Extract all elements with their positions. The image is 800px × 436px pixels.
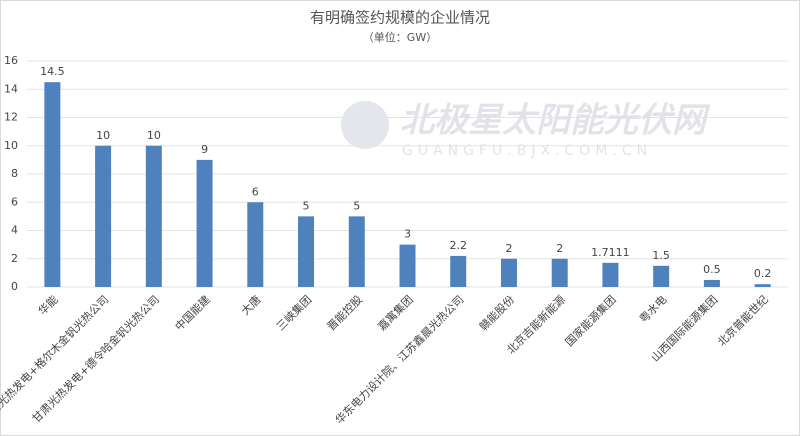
y-tick-label: 4 — [11, 224, 18, 237]
chart-title: 有明确签约规模的企业情况 — [310, 9, 490, 27]
bar — [145, 145, 162, 287]
y-tick-label: 0 — [11, 280, 18, 293]
bar — [653, 265, 670, 287]
data-label: 2.2 — [449, 239, 467, 252]
chart-subtitle: （单位：GW） — [363, 30, 437, 44]
data-label: 2 — [505, 242, 512, 255]
y-tick-label: 2 — [11, 252, 18, 265]
bar — [348, 216, 365, 287]
data-label: 14.5 — [40, 65, 65, 78]
y-tick-label: 10 — [4, 139, 18, 152]
data-label: 0.2 — [754, 267, 772, 280]
bar — [298, 216, 315, 287]
bar — [44, 82, 61, 287]
data-label: 0.5 — [703, 263, 721, 276]
data-label: 5 — [303, 199, 310, 212]
bar — [399, 244, 416, 287]
data-label: 5 — [353, 199, 360, 212]
data-label: 1.5 — [652, 249, 670, 262]
y-tick-label: 6 — [11, 195, 18, 208]
bar — [754, 284, 771, 287]
watermark-logo — [341, 101, 389, 149]
y-tick-label: 12 — [4, 111, 18, 124]
bar — [450, 255, 467, 287]
y-tick-label: 16 — [4, 54, 18, 67]
watermark-subtext: GUANGFU.BJX.COM.CN — [402, 143, 652, 159]
bar — [196, 159, 213, 287]
data-label: 10 — [96, 129, 110, 142]
watermark-text: 北极星太阳能光伏网 — [400, 101, 711, 141]
data-label: 1.7111 — [591, 246, 630, 259]
bar — [602, 262, 619, 287]
bar — [703, 279, 720, 287]
y-tick-label: 8 — [11, 167, 18, 180]
bar — [247, 202, 264, 287]
data-label: 10 — [147, 129, 161, 142]
bar — [95, 145, 112, 287]
y-tick-label: 14 — [4, 82, 18, 95]
data-label: 2 — [556, 242, 563, 255]
bar — [551, 258, 568, 287]
data-label: 9 — [201, 143, 208, 156]
data-label: 6 — [252, 185, 259, 198]
watermark: 北极星太阳能光伏网 GUANGFU.BJX.COM.CN — [341, 101, 711, 159]
data-label: 3 — [404, 228, 411, 241]
bar — [500, 258, 517, 287]
